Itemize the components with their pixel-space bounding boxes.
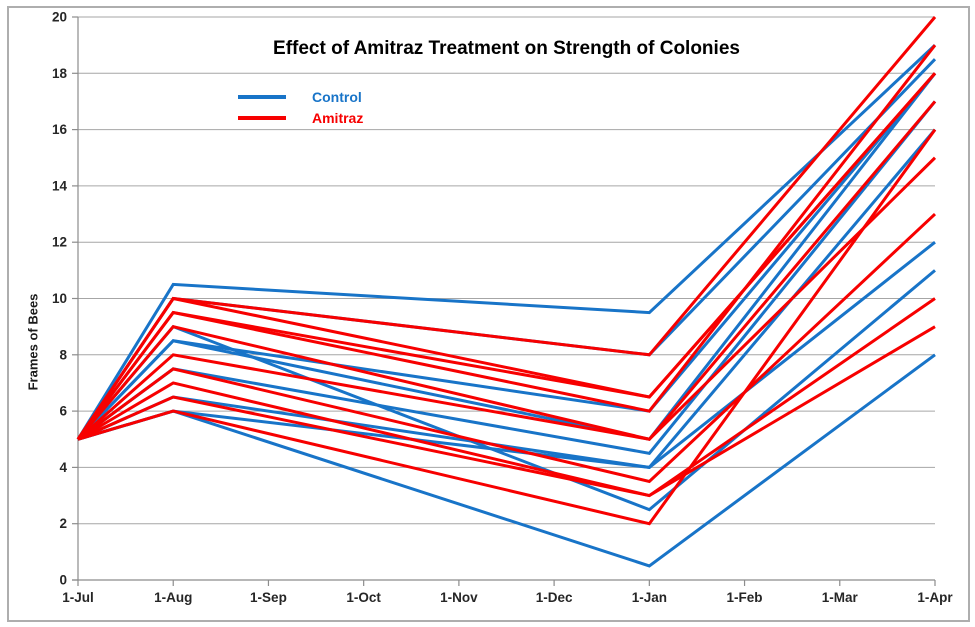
y-tick-label-14: 14 [52, 178, 68, 193]
series-line-control-4 [76, 72, 937, 441]
legend-item-control: Control [238, 86, 363, 107]
x-tick-label-1-Sep: 1-Sep [250, 590, 287, 605]
x-tick-label-1-Jul: 1-Jul [62, 590, 94, 605]
x-tick-label-1-Aug: 1-Aug [154, 590, 192, 605]
y-tick-label-0: 0 [59, 573, 67, 588]
series-line-control-3 [76, 72, 937, 441]
legend-item-amitraz: Amitraz [238, 107, 363, 128]
y-tick-label-6: 6 [59, 404, 67, 419]
series-line-amitraz-6 [77, 128, 937, 526]
x-tick-label-1-Feb: 1-Feb [727, 590, 763, 605]
series-line-amitraz-8 [77, 212, 937, 484]
chart-title: Effect of Amitraz Treatment on Strength … [273, 38, 740, 59]
x-tick-label-1-Dec: 1-Dec [536, 590, 573, 605]
y-tick-label-18: 18 [52, 66, 68, 81]
series-line-amitraz-10 [77, 325, 936, 498]
series-line-control-1 [76, 44, 937, 441]
x-tick-label-1-Oct: 1-Oct [346, 590, 381, 605]
y-tick-label-12: 12 [52, 235, 67, 250]
y-tick-label-4: 4 [59, 460, 67, 475]
y-tick-label-2: 2 [59, 516, 67, 531]
x-tick-label-1-Apr: 1-Apr [917, 590, 953, 605]
x-tick-label-1-Mar: 1-Mar [822, 590, 859, 605]
legend: Control Amitraz [238, 86, 363, 128]
control-line-swatch [238, 94, 286, 99]
amitraz-line-swatch [238, 115, 286, 120]
x-tick-label-1-Jan: 1-Jan [632, 590, 667, 605]
series-line-amitraz-9 [77, 297, 936, 498]
y-tick-label-16: 16 [52, 122, 68, 137]
y-tick-label-10: 10 [52, 291, 67, 306]
series-line-amitraz-5 [76, 100, 937, 441]
series-line-amitraz-4 [76, 72, 937, 441]
legend-label-amitraz: Amitraz [312, 109, 364, 126]
series-line-amitraz-3 [76, 72, 937, 441]
legend-label-control: Control [312, 88, 362, 105]
x-tick-label-1-Nov: 1-Nov [440, 590, 478, 605]
y-tick-label-20: 20 [52, 10, 67, 25]
y-axis-title: Frames of Bees [25, 293, 41, 391]
series-line-amitraz-7 [77, 156, 937, 441]
y-tick-label-8: 8 [59, 347, 67, 362]
